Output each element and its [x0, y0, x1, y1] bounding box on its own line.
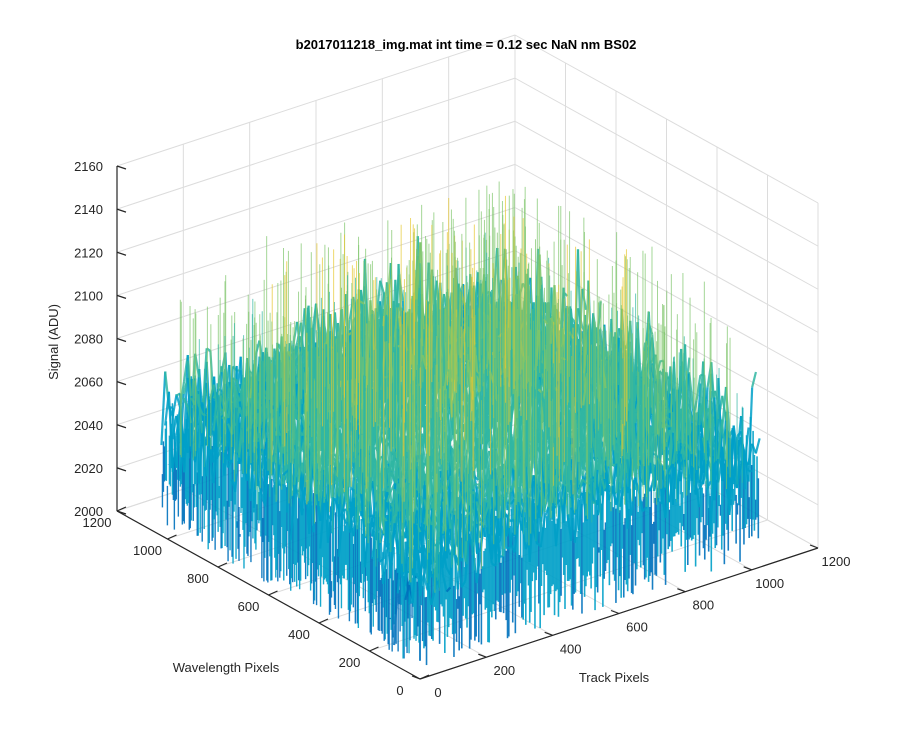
surface-segment: [248, 461, 255, 494]
surface-segment: [330, 497, 337, 534]
surface-segment: [167, 391, 174, 472]
surface-segment: [337, 513, 344, 557]
surface-segment: [168, 405, 173, 409]
surface-segment: [289, 496, 296, 541]
surface-segment: [182, 397, 189, 408]
surface-segment: [208, 439, 215, 463]
surface-segment: [205, 399, 212, 412]
surface-segment: [212, 392, 219, 436]
surface-segment: [252, 461, 259, 509]
surface-segment: [235, 379, 242, 395]
surface-segment: [271, 468, 278, 495]
surface-segment: [219, 415, 226, 476]
grid-line: [369, 519, 768, 652]
surface-segment: [315, 494, 322, 522]
surface-segment: [212, 430, 219, 459]
surface-segment: [282, 470, 288, 476]
surface-segment: [319, 488, 326, 521]
surface-segment: [160, 371, 167, 446]
surface-segment: [392, 307, 399, 352]
surface-segment: [171, 407, 178, 468]
surface-segment: [256, 478, 263, 494]
surface-mesh: [160, 181, 761, 666]
surface-segment: [334, 479, 340, 485]
surface-segment: [175, 410, 182, 468]
surface-segment: [171, 415, 178, 440]
surface-segment: [208, 450, 215, 484]
surface-segment: [319, 502, 326, 549]
surface-segment: [474, 347, 481, 393]
surface-segment: [394, 405, 401, 486]
surface-segment: [342, 508, 347, 512]
surface-segment: [204, 426, 211, 477]
surface-segment: [234, 422, 241, 493]
surface-segment: [338, 511, 344, 518]
surface-segment: [271, 421, 278, 470]
surface-segment: [282, 432, 289, 484]
surface-segment: [178, 433, 185, 480]
surface-segment: [419, 242, 426, 345]
